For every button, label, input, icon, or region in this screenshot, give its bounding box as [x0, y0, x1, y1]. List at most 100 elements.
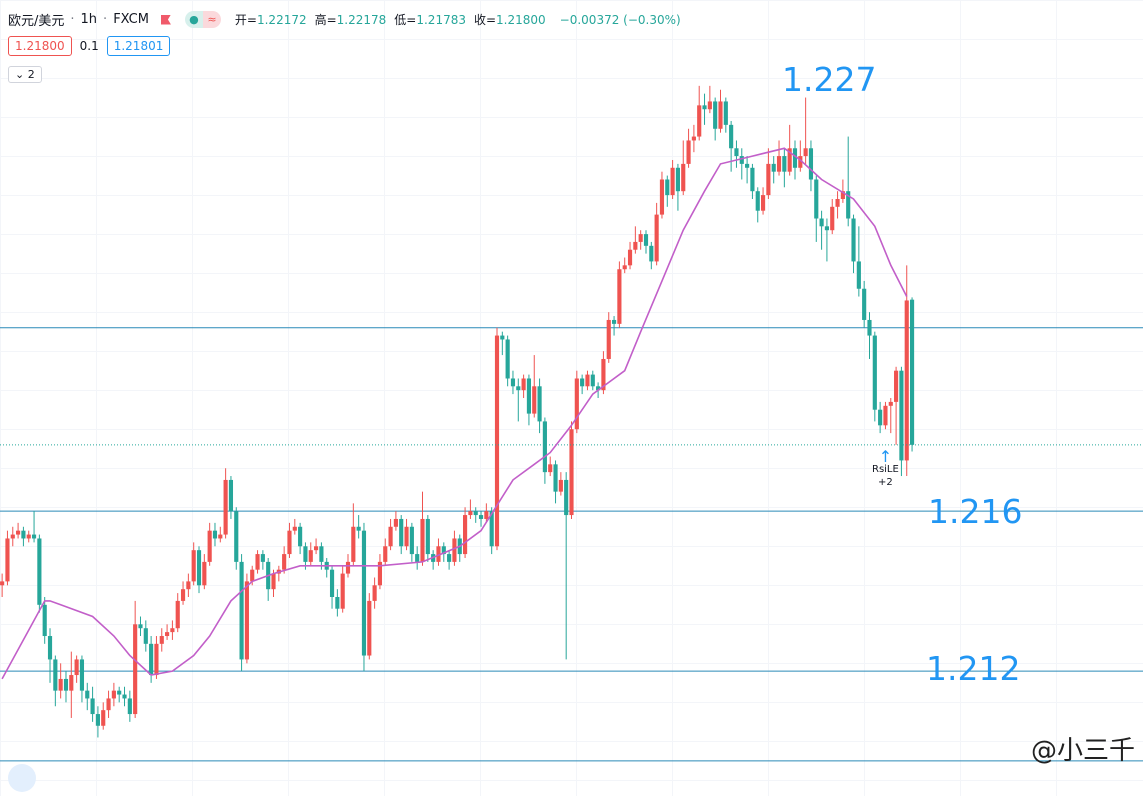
- candle: [58, 663, 63, 699]
- candle-body: [95, 714, 100, 726]
- ohlc-value: 1.22178: [336, 13, 387, 27]
- candle: [165, 624, 170, 640]
- candle-body: [143, 628, 148, 644]
- candle: [633, 226, 638, 254]
- candle-body: [686, 140, 691, 164]
- candle: [516, 378, 521, 422]
- candle: [776, 140, 782, 176]
- indicators-toggle[interactable]: ⌄ 2: [8, 66, 42, 83]
- candle: [399, 515, 404, 555]
- annotation: 1.227: [782, 60, 877, 99]
- candle-body: [308, 550, 313, 562]
- candle: [590, 370, 595, 391]
- candle-body: [79, 659, 85, 691]
- moving-average: [1, 147, 908, 680]
- candle: [606, 312, 611, 363]
- trade-buttons: 1.21800 0.1 1.21801: [8, 36, 171, 56]
- candle-body: [282, 554, 287, 570]
- candle: [611, 316, 617, 336]
- candle-body: [329, 569, 335, 597]
- candle-body: [792, 148, 798, 168]
- flag-icon[interactable]: [160, 14, 171, 25]
- candle-body: [681, 163, 686, 192]
- candle: [0, 573, 5, 597]
- candle: [298, 522, 303, 555]
- candle: [856, 226, 861, 297]
- candle: [234, 507, 239, 570]
- candle-body: [856, 261, 861, 289]
- candle-body: [867, 319, 872, 336]
- candle-body: [255, 554, 260, 570]
- buy-button[interactable]: 1.21801: [106, 36, 171, 56]
- candle: [149, 636, 154, 683]
- candle-body: [745, 163, 750, 168]
- candle: [367, 593, 372, 660]
- candle-body: [888, 401, 893, 406]
- candle-body: [909, 299, 915, 445]
- candle-body: [596, 386, 601, 391]
- candle: [782, 148, 787, 188]
- candle: [287, 522, 292, 558]
- candle-body: [718, 101, 723, 129]
- candle: [468, 499, 473, 519]
- candle-body: [872, 335, 877, 410]
- candle-body: [218, 534, 223, 539]
- annotation: 1.212: [926, 649, 1021, 688]
- market-toggle[interactable]: ● ≈: [184, 11, 221, 28]
- sell-button[interactable]: 1.21800: [8, 36, 72, 56]
- candle: [266, 557, 271, 601]
- toggle-wave[interactable]: ≈: [202, 11, 221, 28]
- candle: [840, 179, 845, 203]
- candle-body: [361, 530, 367, 656]
- symbol[interactable]: 欧元/美元: [8, 14, 65, 29]
- candle-body: [878, 409, 883, 426]
- signal: ↑ RsiLE +2: [872, 449, 899, 489]
- candle-body: [271, 573, 276, 590]
- candle-body: [37, 538, 42, 605]
- candle: [21, 526, 26, 547]
- candle-body: [505, 339, 510, 379]
- candle: [883, 401, 888, 430]
- candle: [505, 335, 510, 387]
- candle: [649, 241, 654, 270]
- candle-body: [303, 546, 308, 562]
- toggle-dot[interactable]: ●: [184, 11, 203, 28]
- candle-body: [776, 156, 782, 172]
- candle-body: [388, 526, 393, 547]
- candle-body: [851, 218, 856, 262]
- candle-body: [750, 167, 755, 192]
- logo[interactable]: [8, 764, 36, 792]
- candle: [186, 573, 191, 597]
- candle: [862, 280, 867, 328]
- candle-body: [808, 148, 814, 180]
- candle: [500, 331, 505, 356]
- candle: [904, 265, 909, 477]
- candle-body: [425, 518, 430, 555]
- candle: [308, 542, 313, 566]
- candle: [580, 374, 585, 395]
- candle-body: [494, 335, 500, 547]
- candle: [415, 546, 420, 570]
- candle: [888, 398, 893, 434]
- candle: [909, 297, 915, 452]
- candle: [431, 550, 436, 570]
- candle-body: [633, 241, 638, 250]
- candle: [329, 565, 335, 609]
- candle: [276, 565, 281, 582]
- candle: [282, 546, 287, 574]
- candle-body: [840, 191, 845, 199]
- candle-body: [516, 386, 521, 391]
- candle: [697, 85, 702, 141]
- candle-body: [537, 386, 542, 422]
- ohlc-label: 收=: [473, 13, 497, 27]
- candle-body: [85, 690, 90, 699]
- candle-body: [404, 526, 409, 547]
- candle: [53, 655, 58, 707]
- candle: [31, 511, 37, 543]
- interval[interactable]: 1h: [80, 12, 98, 27]
- candle: [713, 97, 718, 141]
- candle-body: [53, 659, 58, 691]
- candle-body: [133, 624, 138, 715]
- candle: [835, 191, 840, 219]
